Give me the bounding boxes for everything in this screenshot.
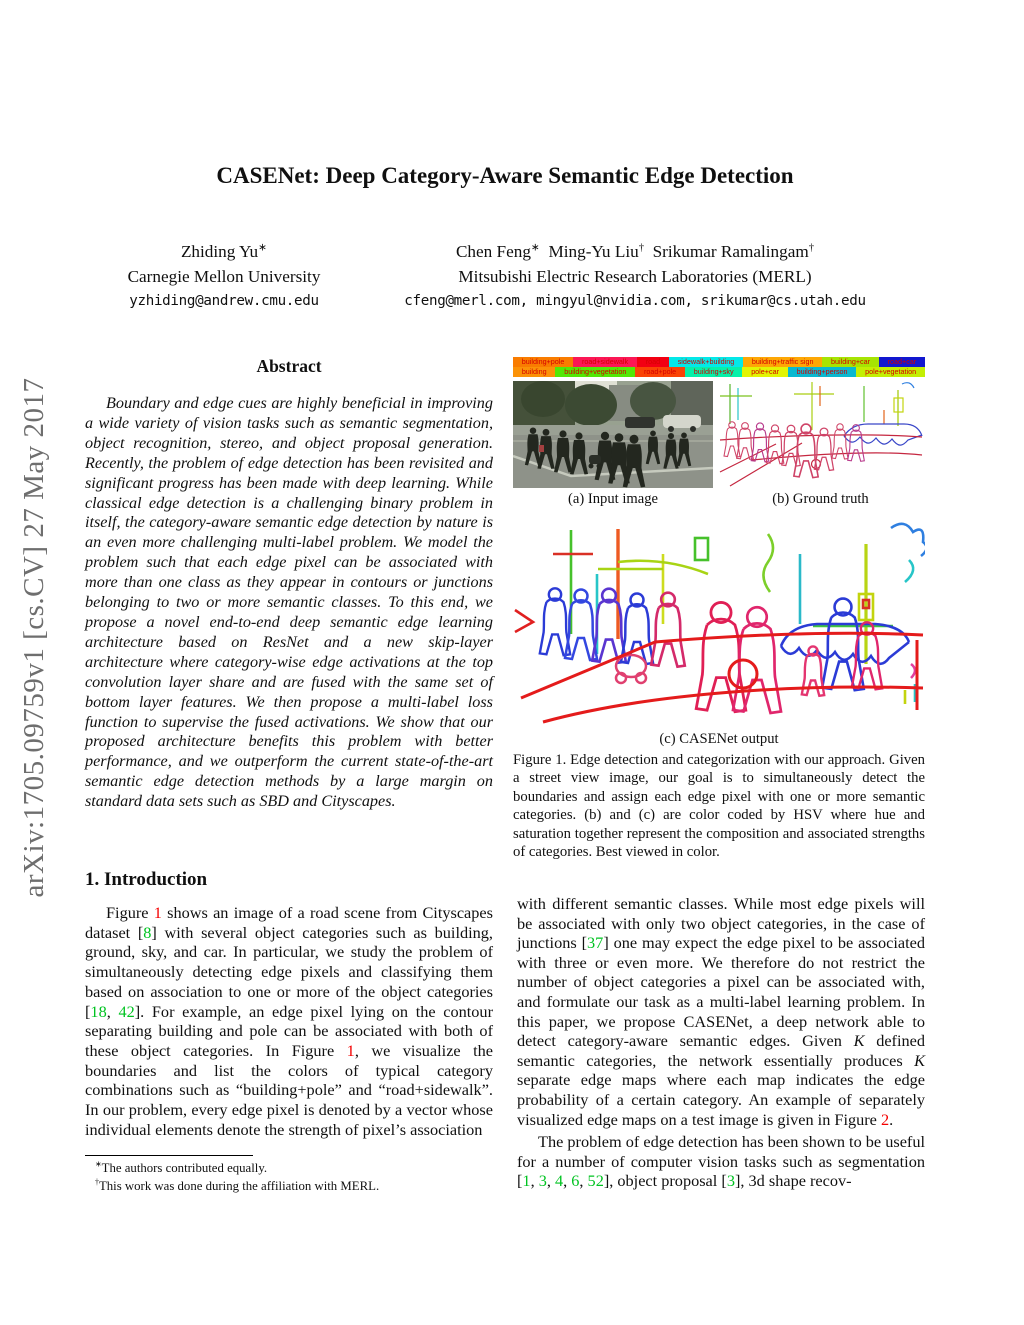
arxiv-watermark: arXiv:1705.09759v1 [cs.CV] 27 May 2017 xyxy=(18,377,50,898)
body-paragraph-continued: with different semantic classes. While m… xyxy=(517,894,926,1129)
author-block-right: Chen Feng∗ Ming-Yu Liu† Srikumar Ramalin… xyxy=(375,240,895,314)
figure1a-caption: (a) Input image xyxy=(568,491,658,507)
legend-item: building+car xyxy=(822,357,879,367)
legend-item: road xyxy=(636,357,669,367)
footnote-rule xyxy=(85,1155,253,1156)
author-block-left: Zhiding Yu∗ Carnegie Mellon University y… xyxy=(85,240,363,314)
legend-item: building xyxy=(513,367,556,377)
legend-item: building+sky xyxy=(684,367,743,377)
legend-item: building+pole xyxy=(513,357,574,367)
author-name: Zhiding Yu∗ xyxy=(180,242,268,261)
legend-item: sidewalk+building xyxy=(668,357,744,367)
figure1b-ground-truth-image xyxy=(716,380,925,489)
legend-item: road+car xyxy=(878,357,925,367)
author-names: Chen Feng∗ Ming-Yu Liu† Srikumar Ramalin… xyxy=(455,242,815,261)
author-affiliation: Mitsubishi Electric Research Laboratorie… xyxy=(458,266,812,286)
body-paragraph-edge-detection: The problem of edge detection has been s… xyxy=(517,1132,925,1191)
author-email: yzhiding@andrew.cmu.edu xyxy=(129,293,319,309)
abstract-heading: Abstract xyxy=(256,356,322,376)
legend-item: pole+car xyxy=(742,367,788,377)
figure1-caption: Figure 1. Edge detection and categorizat… xyxy=(513,752,925,861)
legend-item: building+vegetation xyxy=(555,367,636,377)
figure1c-caption: (c) CASENet output xyxy=(659,731,779,747)
figure1c-casenet-output-image xyxy=(513,514,925,729)
abstract-paragraph: Boundary and edge cues are highly benefi… xyxy=(85,394,493,811)
author-affiliation: Carnegie Mellon University xyxy=(127,266,321,286)
paper-title: CASENet: Deep Category-Aware Semantic Ed… xyxy=(216,163,794,188)
figure1-legend: building+pole road+sidewalk road sidewal… xyxy=(513,357,925,377)
footnote-merl-affiliation: †This work was done during the affiliati… xyxy=(95,1177,380,1193)
legend-item: road+sidewalk xyxy=(573,357,637,367)
legend-item: pole+vegetation xyxy=(856,367,925,377)
introduction-paragraph: Figure 1 shows an image of a road scene … xyxy=(85,903,494,1139)
legend-row-1: building+pole road+sidewalk road sidewal… xyxy=(513,357,925,367)
section-heading-introduction: 1. Introduction xyxy=(85,869,208,890)
author-emails: cfeng@merl.com, mingyul@nvidia.com, srik… xyxy=(404,293,866,309)
figure1a-input-image xyxy=(513,381,713,488)
footnote-equal-contribution: ∗The authors contributed equally. xyxy=(95,1159,268,1175)
legend-row-2: building building+vegetation road+pole b… xyxy=(513,367,925,377)
legend-item: building+traffic sign xyxy=(743,357,823,367)
legend-item: road+pole xyxy=(635,367,685,377)
legend-item: building+person xyxy=(787,367,857,377)
dagger-mark: † xyxy=(95,1177,99,1187)
figure1b-caption: (b) Ground truth xyxy=(772,491,869,507)
footnotes: ∗The authors contributed equally. †This … xyxy=(85,1160,493,1195)
asterisk-mark: ∗ xyxy=(95,1159,102,1169)
